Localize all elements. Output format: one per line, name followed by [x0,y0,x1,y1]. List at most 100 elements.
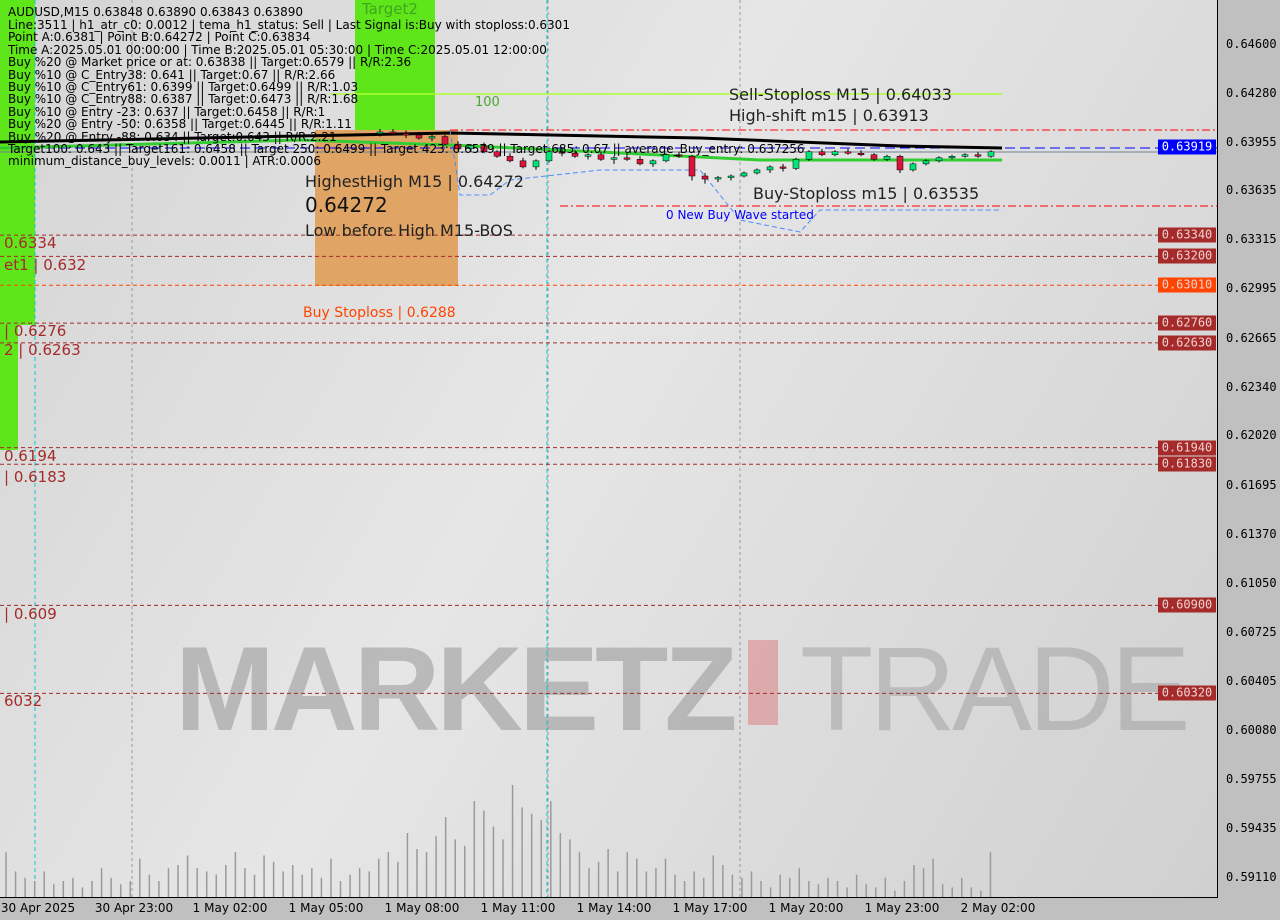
candle-body [467,145,475,149]
price-axis[interactable]: 0.64600 0.64280 0.63955 0.63635 0.63315 0.629… [1158,0,1280,920]
y-tick: 0.62340 [1226,379,1277,394]
x-tick: 30 Apr 23:00 [94,901,174,915]
highest-high-label: HighestHigh M15 | 0.64272 [305,172,524,191]
info-line: minimum_distance_buy_levels: 0.0011 | AT… [8,154,322,169]
candle-body [974,154,982,157]
candle-body [961,154,969,157]
chart-svg [0,0,1217,897]
candle-body [844,151,852,154]
x-tick: 1 May 05:00 [288,901,364,915]
x-tick: 1 May 11:00 [480,901,556,915]
green-zone-left [0,0,35,325]
x-tick: 1 May 08:00 [384,901,460,915]
new-buy-wave-label: 0 New Buy Wave started [666,208,814,222]
left-level-label: 0.6334 [4,234,57,252]
candle-body [441,136,449,145]
y-tick: 0.60725 [1226,624,1277,639]
left-level-label: 6032 [4,692,43,710]
info-line: Buy %10 @ C_Entry38: 0.641 || Target:0.6… [8,67,336,82]
y-tick: 0.59435 [1226,820,1277,835]
candle-body [389,131,397,134]
candle-body [948,156,956,159]
candle-body [727,175,735,178]
candle-body [766,166,774,171]
price-level-badge: 0.63340 [1158,227,1216,243]
candle-body [831,151,839,156]
price-level-badge: 0.61830 [1158,456,1216,472]
info-line: Point A:0.6381 | Point B:0.64272 | Point… [8,30,311,45]
buy-stoploss-m15-label: Buy-Stoploss m15 | 0.63535 [753,184,980,203]
symbol-line: AUDUSD,M15 0.63848 0.63890 0.63843 0.638… [8,5,304,19]
high-value-label: 0.64272 [305,193,388,217]
y-tick: 0.60405 [1226,673,1277,688]
target2-label: Target2 [362,0,418,18]
candle-body [636,159,644,165]
candle-body [571,152,579,157]
info-line: Buy %10 @ C_Entry88: 0.6387 || Target:0.… [8,92,359,107]
candle-body [558,151,566,154]
candle-body [857,152,865,156]
x-tick: 1 May 23:00 [864,901,940,915]
y-tick: 0.60080 [1226,722,1277,737]
green-target-zone [355,0,435,130]
candle-body [935,157,943,162]
x-tick: 30 Apr 2025 [0,901,76,915]
level-100-label: 100 [475,95,500,110]
candle-body [532,160,540,168]
orange-stoploss-zone [315,130,458,286]
left-level-label: | 0.6276 [4,322,67,340]
watermark-left: MARKETZ [175,622,738,756]
y-tick: 0.59110 [1226,869,1277,884]
candle-body [987,151,995,157]
high-shift-label: High-shift m15 | 0.63913 [729,106,929,125]
candle-body [415,134,423,139]
price-level-badge: 0.60900 [1158,597,1216,613]
candle-body [688,156,696,177]
left-level-label: | 0.6183 [4,468,67,486]
bos-label: Low before High M15-BOS [305,221,513,240]
x-tick: 1 May 02:00 [192,901,268,915]
x-tick: 1 May 17:00 [672,901,748,915]
chart-plot-area[interactable]: MARKETZ TRADE Target2 100 AUDUSD,M15 0.6… [0,0,1218,898]
y-tick: 0.63635 [1226,183,1277,198]
candle-body [584,154,592,157]
candle-body [675,154,683,157]
candle-body [597,154,605,160]
candle-body [649,160,657,165]
candle-body [662,154,670,162]
candle-body [779,166,787,169]
candle-body [493,151,501,157]
left-level-label: 0.6194 [4,447,57,465]
time-axis[interactable]: 30 Apr 2025 30 Apr 23:00 1 May 02:00 1 May … [0,898,1217,920]
green-zone-left-lower [0,325,18,450]
price-level-badge: 0.63010 [1158,277,1216,293]
left-level-label: 2 | 0.6263 [4,341,81,359]
candle-body [714,177,722,180]
left-level-label: et1 | 0.632 [4,256,87,274]
price-level-badge: 0.60320 [1158,685,1216,701]
candle-body [623,157,631,160]
current-price-badge: 0.63919 [1158,139,1216,155]
envelope-line [449,129,1002,233]
watermark-bar [748,640,778,725]
candle-body [792,159,800,169]
info-line: Time A:2025.05.01 00:00:00 | Time B:2025… [8,42,547,57]
price-level-badge: 0.62760 [1158,315,1216,331]
trend-ma-line [0,131,1003,150]
info-line: Buy %10 @ C_Entry61: 0.6399 || Target:0.… [8,80,359,94]
y-tick: 0.63955 [1226,134,1277,149]
candle-body [545,151,553,162]
y-tick: 0.62020 [1226,428,1277,443]
candle-body [506,156,514,162]
x-tick: 1 May 20:00 [768,901,844,915]
candle-body [519,160,527,168]
candle-body [610,157,618,160]
green-ma-line [0,138,1002,162]
candle-body [870,154,878,160]
candle-body [753,169,761,174]
info-line: Buy %10 @ Entry -23: 0.637 || Target:0.6… [8,104,326,119]
y-tick: 0.64280 [1226,85,1277,100]
x-tick: 1 May 14:00 [576,901,652,915]
left-level-label: | 0.609 [4,605,57,623]
candle-body [896,156,904,171]
